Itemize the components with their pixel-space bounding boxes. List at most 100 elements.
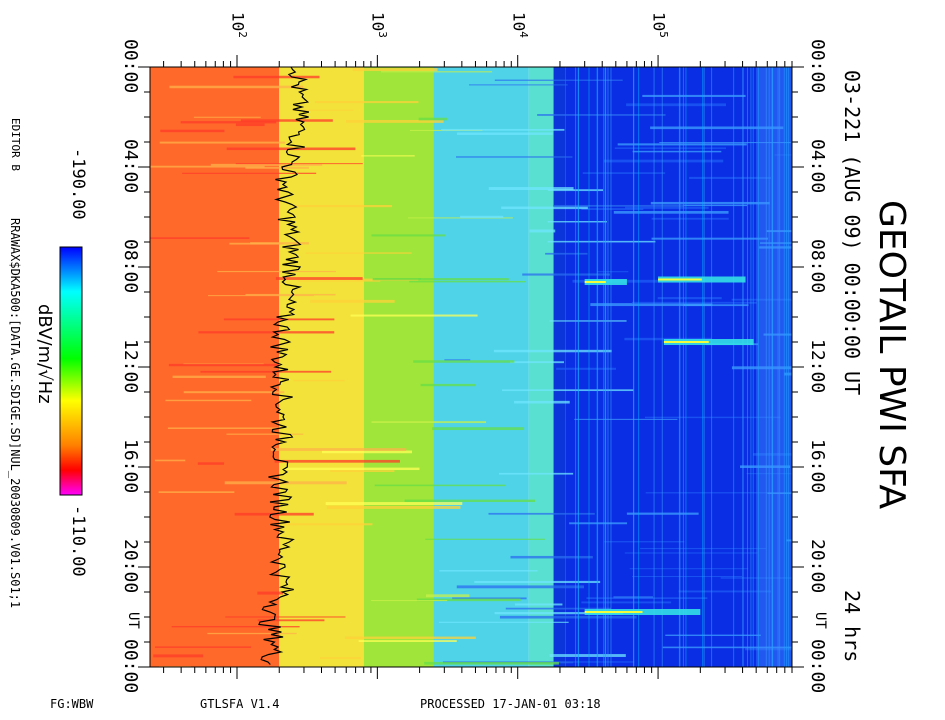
x-tick-label: 103 — [369, 12, 390, 38]
streak — [444, 359, 471, 361]
freq-line — [742, 67, 744, 667]
streak — [200, 370, 332, 373]
streak — [745, 648, 792, 651]
streak — [413, 360, 515, 363]
streak — [330, 470, 395, 473]
streak — [498, 472, 574, 475]
streak — [171, 626, 300, 628]
streak — [167, 427, 281, 429]
streak — [439, 570, 538, 572]
streak — [665, 634, 761, 637]
event-core — [584, 611, 643, 613]
streak — [207, 632, 297, 635]
y-tick-label-left: 12:00 — [120, 339, 141, 394]
band-cyan_hot — [528, 67, 554, 667]
streak — [344, 636, 476, 639]
freq-line — [653, 67, 655, 667]
freq-line — [703, 67, 705, 667]
streak — [759, 246, 792, 249]
freq-line — [679, 67, 681, 667]
streak — [295, 204, 393, 208]
streak — [632, 576, 742, 578]
freq-line — [750, 67, 752, 667]
streak — [494, 79, 623, 81]
y-tick-label-left: 16:00 — [120, 439, 141, 494]
streak — [499, 615, 637, 619]
streak — [352, 68, 438, 72]
streak — [740, 465, 791, 468]
streak — [553, 204, 685, 207]
streak — [210, 163, 323, 166]
band-blue_lane — [553, 67, 566, 667]
streak — [275, 277, 363, 280]
streak — [629, 568, 749, 570]
streak — [657, 297, 722, 300]
streak — [505, 607, 612, 610]
streak — [572, 279, 683, 283]
streak — [223, 318, 335, 321]
streak — [154, 646, 252, 648]
streak — [257, 591, 283, 595]
file-path: RRAWAX$DKA500:[DATA.GE.SDIGE.SD]NUL_2003… — [8, 218, 22, 609]
freq-line — [702, 67, 704, 667]
streak — [678, 590, 772, 593]
streak — [624, 552, 758, 554]
streak — [240, 119, 333, 122]
freq-line — [787, 67, 789, 667]
freq-line — [633, 67, 635, 667]
colorbar-unit-label: dBV/m/√Hz — [34, 304, 55, 404]
streak — [305, 252, 412, 254]
y-tick-label-left: 00:00 — [120, 639, 141, 694]
streak — [556, 367, 617, 370]
streak — [642, 94, 746, 97]
streak — [217, 270, 336, 273]
streak — [786, 539, 792, 542]
streak — [274, 459, 400, 463]
streak — [604, 541, 685, 543]
streak — [774, 154, 792, 156]
freq-line — [661, 67, 663, 667]
colorbar — [59, 246, 83, 496]
streak — [650, 201, 770, 205]
streak — [501, 206, 588, 210]
streak — [547, 240, 656, 243]
streak — [225, 616, 346, 618]
freq-line — [768, 67, 770, 667]
streak — [549, 320, 627, 322]
x-tick-label: 105 — [649, 12, 671, 38]
event-core — [584, 281, 606, 283]
freq-line — [779, 67, 781, 667]
streak — [235, 163, 363, 165]
streak — [590, 303, 713, 307]
x-axis-ticks — [163, 55, 793, 679]
streak — [310, 299, 395, 303]
y-tick-label-right: 00:00 — [807, 39, 828, 94]
streak — [257, 619, 325, 622]
band-green — [363, 67, 434, 667]
streak — [549, 654, 626, 657]
streak — [581, 601, 672, 604]
streak — [235, 123, 265, 127]
streak — [514, 400, 570, 404]
streak — [418, 117, 448, 121]
streak — [547, 221, 607, 223]
footer-right: PROCESSED 17-JAN-01 03:18 — [420, 697, 601, 711]
streak — [160, 129, 225, 133]
y-tick-label-left: 08:00 — [120, 239, 141, 294]
freq-line — [638, 67, 640, 667]
streak — [245, 293, 336, 296]
streak — [651, 237, 769, 240]
streak — [514, 603, 563, 606]
streak — [361, 155, 415, 157]
streak — [284, 523, 373, 526]
freq-line — [747, 67, 749, 667]
streak — [488, 187, 574, 190]
chart-title: GEOTAIL PWI SFA — [871, 200, 912, 510]
streak — [632, 150, 722, 153]
freq-line — [597, 67, 599, 667]
trace-path — [258, 67, 310, 665]
streak — [731, 298, 792, 301]
streak — [662, 646, 792, 649]
freq-line — [733, 67, 735, 667]
streak — [245, 166, 309, 169]
